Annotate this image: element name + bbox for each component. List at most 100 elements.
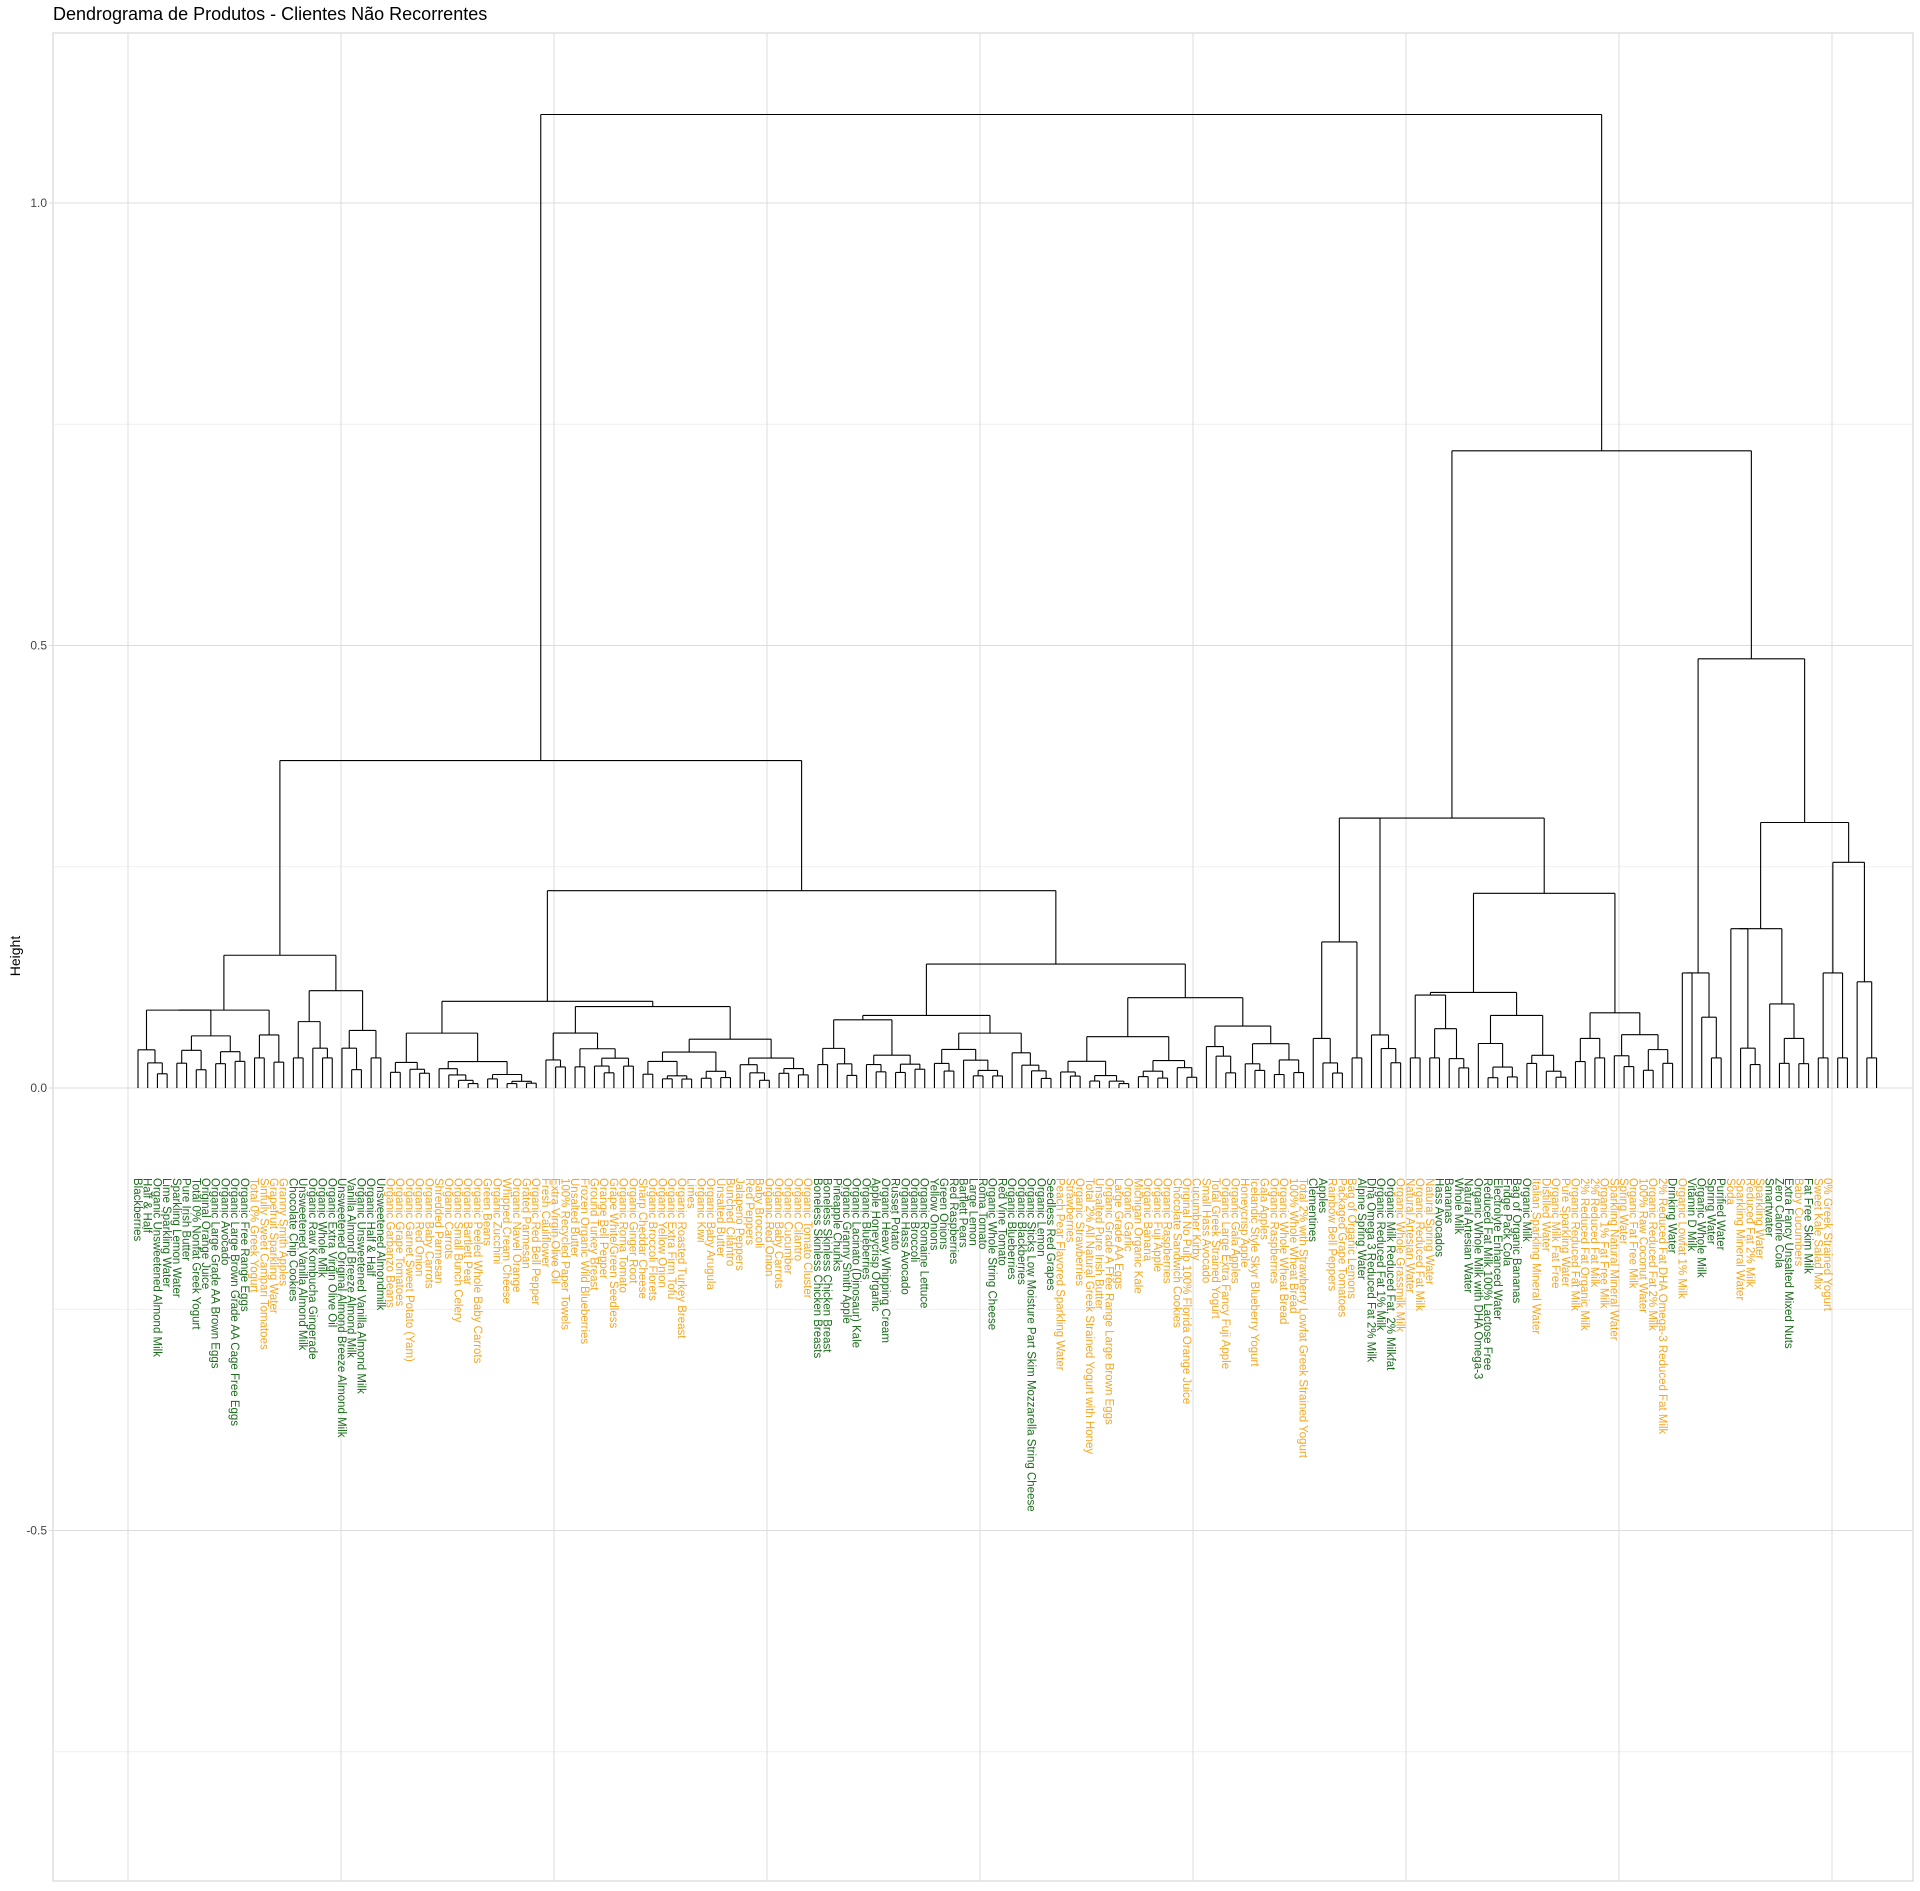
leaf-label: Baby Broccoli xyxy=(753,1178,765,1248)
leaf-label: Organic Lemon xyxy=(1034,1178,1046,1257)
leaf-label: Organic Whole String Cheese xyxy=(986,1178,998,1330)
leaf-label: Natural Spring Water xyxy=(1423,1178,1435,1285)
leaf-label: Organic Free Range Eggs xyxy=(238,1178,250,1312)
leaf-label: Organic Navel Orange xyxy=(510,1178,522,1292)
leaf-label: Sparkling Lemon Water xyxy=(170,1178,182,1298)
leaf-label: Large Lemon xyxy=(966,1178,978,1246)
leaf-label: Green Onions xyxy=(937,1178,949,1250)
leaf-label: Organic Tomato Cluster xyxy=(801,1178,813,1299)
leaf-label: Unsalted Butter xyxy=(714,1178,726,1257)
leaf-label: Cucumber Kirby xyxy=(1190,1178,1202,1261)
leaf-label: Sparkling Water xyxy=(1753,1178,1765,1260)
leaf-label: Organic Roasted Turkey Breast xyxy=(675,1178,687,1339)
leaf-label: Organic Red Onion xyxy=(762,1178,774,1276)
leaf-label: 2% Reduced Fat Milk xyxy=(1588,1178,1600,1288)
leaf-label: Organic Avocado xyxy=(218,1178,230,1265)
leaf-label: Total 2% All Natural Greek Strained Yogu… xyxy=(1083,1178,1095,1454)
leaf-label: Organic Broccoli xyxy=(908,1178,920,1262)
leaf-label: Organic Grape Tomatoes xyxy=(393,1178,405,1307)
leaf-label: Hass Avocados xyxy=(1432,1178,1444,1257)
leaf-label: Organic Milk xyxy=(1520,1178,1532,1242)
leaf-label: Organic Whole Milk with DHA Omega-3 xyxy=(1471,1178,1483,1379)
leaf-label: Whipped Cream Cheese xyxy=(500,1178,512,1304)
leaf-label: Green Beans xyxy=(481,1178,493,1246)
leaf-label: Sweet Kale Salad Mix xyxy=(1811,1178,1823,1290)
leaf-label: Pure Irish Butter xyxy=(180,1178,192,1261)
leaf-label: Organic Banana xyxy=(1141,1178,1153,1262)
leaf-label: Unsweetened Original Almond Breeze Almon… xyxy=(335,1178,347,1438)
leaf-label: Original No Pulp 100% Florida Orange Jui… xyxy=(1180,1178,1192,1404)
leaf-label: Small Hass Avocado xyxy=(1199,1178,1211,1283)
leaf-label: Roma Tomato xyxy=(976,1178,988,1249)
leaf-label: Original Orange Juice xyxy=(199,1178,211,1289)
leaf-label: Organic 1% Fat Free Milk xyxy=(1598,1178,1610,1309)
leaf-label: Smartwater xyxy=(1763,1178,1775,1237)
leaf-label: Organic Large Extra Fancy Fuji Apple xyxy=(1219,1178,1231,1369)
leaf-label: Natural Artesian Water xyxy=(1462,1178,1474,1293)
leaf-label: Organic Blueberries xyxy=(1005,1178,1017,1280)
leaf-label: Fat Free Skim Milk xyxy=(1802,1178,1814,1274)
leaf-label: Pure Sparkling Water xyxy=(1559,1178,1571,1287)
leaf-label: Organic Romaine Lettuce xyxy=(918,1178,930,1308)
leaf-label: Half & Half xyxy=(141,1178,153,1234)
leaf-label: Organic Lacinato (Dinosaur) Kale xyxy=(850,1178,862,1348)
leaf-label: Whole Milk xyxy=(1452,1178,1464,1234)
leaf-label: Organic Reduced Fat 1% Milk xyxy=(1374,1178,1386,1331)
leaf-label: Spring Water xyxy=(1704,1178,1716,1245)
leaf-label: Grape White/Green Seedless xyxy=(607,1178,619,1328)
y-tick-label: 0.5 xyxy=(30,639,47,653)
leaf-label: 2% Reduced Fat Organic Milk xyxy=(1578,1178,1590,1331)
leaf-label: Bag of Organic Bananas xyxy=(1510,1178,1522,1304)
plot-panel xyxy=(52,32,1914,1882)
leaf-label: Organic Baby Carrots xyxy=(422,1178,434,1289)
leaf-label: Extra Fancy Unsalted Mixed Nuts xyxy=(1782,1178,1794,1349)
leaf-label: Organic Baby Arugula xyxy=(704,1178,716,1290)
leaf-label: Organic Bartlett Pear xyxy=(461,1178,473,1286)
y-tick-label: 1.0 xyxy=(30,196,47,210)
leaf-label: Natural Artesian Water xyxy=(1403,1178,1415,1293)
leaf-label: Reduced Fat 2% Milk xyxy=(1743,1178,1755,1288)
leaf-label: Organic Cilantro xyxy=(791,1178,803,1261)
leaf-label: Dha Omega 3 Reduced Fat 2% Milk xyxy=(1365,1178,1377,1362)
leaf-label: Sharp Cheddar Cheese xyxy=(636,1178,648,1299)
leaf-label: Organic Raw Kombucha Gingerade xyxy=(306,1178,318,1360)
leaf-label: Yellow Onions xyxy=(927,1178,939,1251)
leaf-label: Jalapeno Peppers xyxy=(733,1178,745,1271)
leaf-label: Seedless Red Grapes xyxy=(1044,1178,1056,1291)
leaf-label: Organic Whole Wheat Bread xyxy=(1277,1178,1289,1324)
leaf-label: Organic Large Grade AA Brown Eggs xyxy=(209,1178,221,1369)
leaf-label: Red Peppers xyxy=(743,1178,755,1245)
leaf-label: Organic Carrots xyxy=(442,1178,454,1259)
leaf-label: Strawberries xyxy=(1063,1178,1075,1243)
leaf-label: Unsalted Pure Irish Butter xyxy=(1093,1178,1105,1310)
leaf-label: Italian Sparkling Mineral Water xyxy=(1530,1178,1542,1334)
dendrogram-branches xyxy=(137,113,1878,1088)
leaf-label: Orange Bell Pepper xyxy=(597,1178,609,1279)
leaf-label: Organic Grade A Free Range Large Brown E… xyxy=(1102,1178,1114,1425)
leaf-label: 100% Recycled Paper Towels xyxy=(558,1178,570,1330)
leaf-label: Baby Cucumbers xyxy=(1792,1178,1804,1266)
leaf-label: Organic Whole Milk xyxy=(316,1178,328,1278)
leaf-label: Organic Whole Grassmilk Milk xyxy=(1394,1178,1406,1332)
leaf-label: Apples xyxy=(1316,1178,1328,1213)
leaf-label: Unsweetened Vanilla Almond Milk xyxy=(296,1178,308,1351)
leaf-label: Lime Sparkling Water xyxy=(160,1178,172,1288)
grid-layer xyxy=(53,33,1913,1881)
leaf-label: Organic Red Bell Pepper xyxy=(529,1178,541,1305)
leaf-label: Distilled Water xyxy=(1539,1178,1551,1252)
leaf-label: Organic Red Onion xyxy=(413,1178,425,1276)
leaf-label: Ground Turkey Breast xyxy=(587,1178,599,1291)
leaf-label: Frozen Organic Wild Blueberries xyxy=(578,1178,590,1344)
leaf-label: Fresh Cauliflower xyxy=(539,1178,551,1268)
leaf-label: Organic Extra Virgin Olive Oil xyxy=(325,1178,337,1327)
leaf-label: Organic Blueberries xyxy=(859,1178,871,1280)
leaf-label: Fridge Pack Cola xyxy=(1500,1178,1512,1267)
leaf-label: Clementines xyxy=(1306,1178,1318,1242)
leaf-label: Organic Granny Smith Apple xyxy=(840,1178,852,1324)
leaf-label: Zero Calorie Cola xyxy=(1772,1178,1784,1269)
leaf-label: Limes xyxy=(685,1178,697,1209)
leaf-label: Organic Zucchini xyxy=(490,1178,502,1264)
leaf-label: Total Greek Strained Yogurt xyxy=(1209,1178,1221,1319)
leaf-label: Organic Half & Half xyxy=(364,1178,376,1277)
leaf-label: Drinking Water xyxy=(1666,1178,1678,1254)
